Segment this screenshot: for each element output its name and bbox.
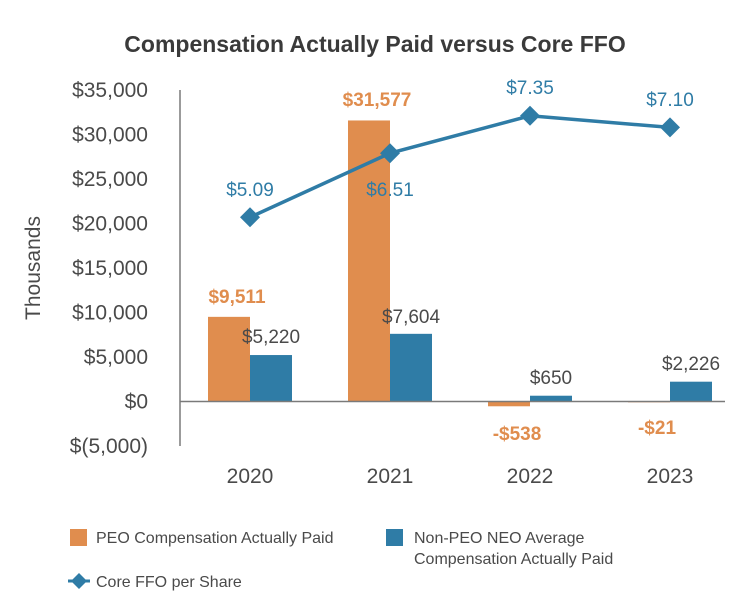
chart-title: Compensation Actually Paid versus Core F… [124,31,625,57]
ffo-line [249,114,671,219]
neo-data-label: $7,604 [382,307,441,328]
bars-layer [208,120,712,407]
ffo-marker [520,105,540,126]
legend-swatch-neo [386,529,403,546]
y-tick-label: $30,000 [72,124,148,147]
y-tick-label: $20,000 [72,213,148,236]
x-axis-ticks: 2020 2021 2022 2023 [227,465,694,488]
y-tick-label: $10,000 [72,302,148,325]
x-tick-label: 2022 [507,465,554,488]
ffo-marker [240,207,260,228]
ffo-data-label: $6.51 [366,180,414,201]
peo-bar [208,316,250,402]
legend-label-neo: Non-PEO NEO Average Compensation Actually… [414,530,613,568]
peo-data-label: $31,577 [343,90,412,111]
data-labels-layer: $9,511 $31,577 -$538 -$21 $5,220 $7,604 $650 $2… [208,78,720,445]
legend: PEO Compensation Actually Paid Non-PEO NE… [68,529,613,591]
neo-bar [250,355,292,402]
y-axis-label: Thousands [22,216,45,320]
y-tick-label: $25,000 [72,168,148,191]
peo-data-label: -$21 [638,418,676,439]
legend-swatch-peo [70,529,87,546]
neo-bar [390,333,432,402]
y-tick-label: $35,000 [72,79,148,102]
y-tick-label: $5,000 [84,346,148,369]
peo-data-label: -$538 [493,424,542,445]
y-axis-ticks: $35,000 $30,000 $25,000 $20,000 $15,000 $10,0… [70,79,148,458]
peo-data-label: $9,511 [208,287,265,308]
x-tick-label: 2021 [367,465,414,488]
ffo-data-label: $7.10 [646,90,694,111]
y-tick-label: $15,000 [72,257,148,280]
neo-data-label: $2,226 [662,354,720,375]
ffo-data-label: $7.35 [506,78,554,99]
neo-data-label: $5,220 [242,327,300,348]
neo-bar [530,395,572,402]
legend-label-ffo: Core FFO per Share [96,574,242,591]
neo-data-label: $650 [530,368,572,389]
legend-marker-ffo [71,573,87,589]
ffo-marker [380,143,400,164]
y-tick-label: $0 [125,391,148,414]
peo-bar [488,401,530,407]
y-tick-label: $(5,000) [70,435,148,458]
ffo-line-layer [240,105,680,228]
x-tick-label: 2020 [227,465,274,488]
ffo-marker [660,117,680,138]
legend-label-peo: PEO Compensation Actually Paid [96,530,333,547]
ffo-data-label: $5.09 [226,180,274,201]
neo-bar [670,381,712,402]
x-tick-label: 2023 [647,465,694,488]
